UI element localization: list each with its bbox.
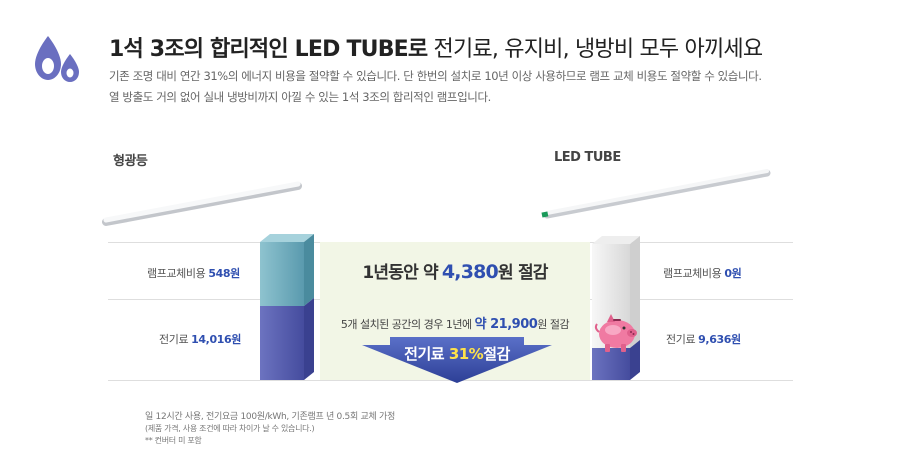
annual-saving: 1년동안 약 4,380원 절감 xyxy=(320,258,590,283)
five-unit-saving-suffix: 원 절감 xyxy=(537,318,570,331)
description: 기존 조명 대비 연간 31%의 에너지 비용을 절약할 수 있습니다. 단 한… xyxy=(109,66,762,108)
bar-power-segment xyxy=(260,306,304,380)
bar-lamp-side xyxy=(304,234,314,306)
right-lamp-cost-value: 0원 xyxy=(724,267,742,280)
piggy-bank-icon xyxy=(594,314,637,352)
left-lamp-cost: 램프교체비용 548원 xyxy=(147,265,240,281)
left-power-cost-value: 14,016원 xyxy=(191,333,241,346)
power-saving-prefix: 전기료 xyxy=(404,345,445,363)
left-lamp-cost-value: 548원 xyxy=(208,267,240,280)
annual-saving-value: 4,380 xyxy=(441,261,499,283)
right-power-cost-label: 전기료 xyxy=(666,333,696,346)
annual-saving-suffix: 원 절감 xyxy=(497,263,548,283)
divider-mid-left xyxy=(108,299,320,300)
right-lamp-cost: 램프교체비용 0원 xyxy=(663,265,742,281)
left-lamp-cost-label: 램프교체비용 xyxy=(147,267,206,280)
description-line-1: 기존 조명 대비 연간 31%의 에너지 비용을 절약할 수 있습니다. 단 한… xyxy=(109,69,762,83)
bar-top-face xyxy=(260,234,314,242)
title-bold: 1석 3조의 합리적인 LED TUBE로 xyxy=(109,37,428,62)
divider-bottom xyxy=(108,380,793,381)
bar-lamp-segment xyxy=(260,242,304,306)
five-unit-saving: 5개 설치된 공간의 경우 1년에 약 21,900원 절감 xyxy=(320,313,590,332)
led-cost-bar xyxy=(592,236,640,380)
title-rest: 전기료, 유지비, 냉방비 모두 아끼세요 xyxy=(427,37,764,62)
note-converter: ** 컨버터 미 포함 xyxy=(145,436,202,445)
down-arrow-icon xyxy=(362,337,552,383)
led-tube-image xyxy=(541,169,771,219)
fluorescent-label: 형광등 xyxy=(113,154,148,169)
fluorescent-tube-image xyxy=(102,181,302,226)
description-line-2: 열 방출도 거의 없어 실내 냉방비까지 아낄 수 있는 1석 3조의 합리적인… xyxy=(109,90,491,104)
note-disclaimer: (제품 가격, 사용 조건에 따라 차이가 날 수 있습니다.) xyxy=(145,424,315,433)
right-lamp-cost-label: 램프교체비용 xyxy=(663,267,722,280)
power-saving-label: 전기료 31%절감 xyxy=(362,343,552,364)
five-unit-saving-value: 약 21,900 xyxy=(474,317,538,332)
water-drops-icon xyxy=(30,30,86,86)
right-power-cost-value: 9,636원 xyxy=(698,333,741,346)
fluorescent-cost-bar xyxy=(260,234,314,380)
note-assumption: 일 12시간 사용, 전기요금 100원/kWh, 기존램프 년 0.5회 교체… xyxy=(145,412,395,422)
led-tube-label: LED TUBE xyxy=(554,150,621,165)
power-saving-suffix: 절감 xyxy=(483,345,510,363)
annual-saving-prefix: 1년동안 약 xyxy=(362,263,438,283)
divider-mid-right xyxy=(590,299,793,300)
page-title: 1석 3조의 합리적인 LED TUBE로 전기료, 유지비, 냉방비 모두 아… xyxy=(109,31,764,63)
left-power-cost: 전기료 14,016원 xyxy=(159,331,241,347)
bar-power-side xyxy=(304,298,314,380)
power-saving-percent: 31% xyxy=(448,345,484,363)
bar-power-segment xyxy=(592,348,630,380)
five-unit-saving-prefix: 5개 설치된 공간의 경우 1년에 xyxy=(340,318,472,331)
right-power-cost: 전기료 9,636원 xyxy=(666,331,741,347)
left-power-cost-label: 전기료 xyxy=(159,333,189,346)
